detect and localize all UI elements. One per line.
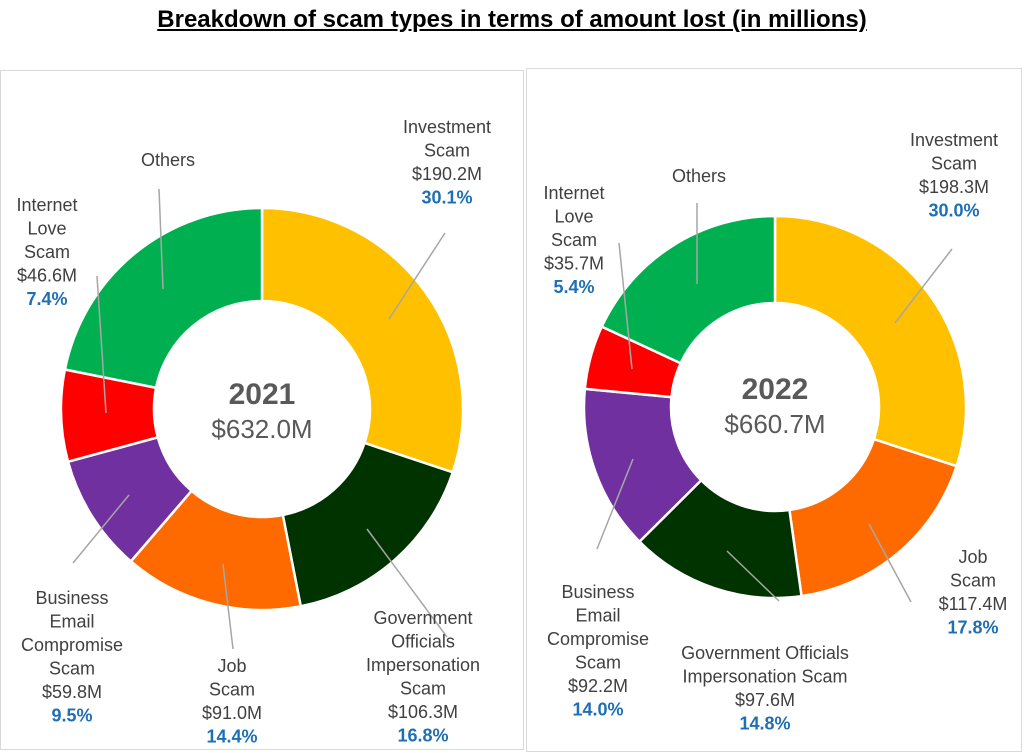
leader-line-job bbox=[222, 563, 234, 650]
donut-slices bbox=[582, 214, 968, 600]
label-name-line: Email bbox=[575, 606, 620, 626]
center-year: 2022 bbox=[742, 373, 809, 406]
leader-line-government bbox=[726, 550, 780, 602]
label-percent: 17.8% bbox=[947, 618, 998, 638]
label-job: Job Scam $117.4M 17.8% bbox=[939, 547, 1008, 638]
label-name-line: Scam bbox=[931, 154, 977, 174]
label-percent: 7.4% bbox=[26, 289, 67, 309]
label-name-line: Impersonation Scam bbox=[682, 667, 847, 687]
label-love: Internet Love Scam $46.6M 7.4% bbox=[16, 195, 77, 309]
label-amount: $59.8M bbox=[42, 682, 102, 702]
label-name-line: Love bbox=[554, 207, 593, 227]
center-year: 2021 bbox=[229, 378, 296, 411]
center-total: $660.7M bbox=[724, 409, 825, 439]
donut-chart-2021: 2021$632.0M Investment Scam $190.2M 30.1% Gov… bbox=[16, 117, 491, 747]
leader-line-investment bbox=[388, 232, 446, 320]
label-name-line: Scam bbox=[424, 141, 470, 161]
label-name-line: Government Officials bbox=[681, 643, 849, 663]
donut-chart-2022: 2022$660.7M Investment Scam $198.3M 30.0% Job… bbox=[543, 130, 1008, 734]
leader-line-government bbox=[366, 528, 448, 638]
label-amount: $198.3M bbox=[919, 177, 989, 197]
label-percent: 9.5% bbox=[51, 706, 92, 726]
label-percent: 14.8% bbox=[739, 714, 790, 734]
label-amount: $97.6M bbox=[735, 690, 795, 710]
label-name-line: Scam bbox=[209, 680, 255, 700]
leader-line-others bbox=[158, 188, 164, 290]
leader-line-love bbox=[96, 275, 107, 414]
page-title: Breakdown of scam types in terms of amou… bbox=[157, 6, 867, 33]
label-business: Business Email Compromise Scam $92.2M 14.0% bbox=[547, 582, 649, 720]
slice-others bbox=[63, 206, 264, 390]
slice-investment bbox=[260, 206, 465, 474]
leader-line-investment bbox=[894, 248, 953, 324]
leader-line-business bbox=[596, 458, 634, 550]
label-name-line: Love bbox=[27, 219, 66, 239]
slice-government bbox=[281, 441, 455, 608]
label-name-line: Business bbox=[35, 588, 108, 608]
label-name-line: Scam bbox=[950, 571, 996, 591]
label-others: Others bbox=[672, 166, 726, 186]
label-name-line: Job bbox=[958, 547, 987, 567]
label-investment: Investment Scam $190.2M 30.1% bbox=[403, 117, 491, 208]
label-name-line: Compromise bbox=[547, 629, 649, 649]
label-name-line: Scam bbox=[551, 230, 597, 250]
label-investment: Investment Scam $198.3M 30.0% bbox=[910, 130, 998, 221]
label-amount: $91.0M bbox=[202, 703, 262, 723]
slice-investment bbox=[773, 214, 968, 468]
label-name-line: Investment bbox=[403, 117, 491, 137]
label-name-line: Scam bbox=[24, 242, 70, 262]
leader-line-job bbox=[868, 523, 912, 603]
label-name-line: Impersonation bbox=[366, 655, 480, 675]
label-amount: $117.4M bbox=[939, 594, 1008, 614]
label-job: Job Scam $91.0M 14.4% bbox=[202, 656, 262, 747]
label-amount: $190.2M bbox=[412, 164, 482, 184]
label-name-line: Others bbox=[672, 166, 726, 186]
label-name-line: Scam bbox=[49, 659, 95, 679]
label-name-line: Government bbox=[373, 608, 472, 628]
chart-panel-2021: 2021 $632.0M Investment Scam $190.2M 30.1% Gov… bbox=[0, 70, 524, 750]
label-percent: 30.0% bbox=[928, 201, 979, 221]
slice-others bbox=[600, 214, 777, 365]
label-name-line: Email bbox=[49, 612, 94, 632]
label-name-line: Investment bbox=[910, 130, 998, 150]
label-name-line: Compromise bbox=[21, 635, 123, 655]
label-percent: 5.4% bbox=[553, 277, 594, 297]
label-name-line: Internet bbox=[16, 195, 77, 215]
label-government: Government Officials Impersonation Scam $9… bbox=[681, 643, 849, 734]
label-name-line: Internet bbox=[543, 183, 604, 203]
donut-slices bbox=[59, 206, 465, 612]
label-percent: 30.1% bbox=[421, 188, 472, 208]
label-name-line: Others bbox=[141, 150, 195, 170]
label-others: Others bbox=[141, 150, 195, 170]
slice-job bbox=[788, 437, 959, 598]
label-percent: 14.0% bbox=[572, 700, 623, 720]
label-percent: 16.8% bbox=[397, 726, 448, 746]
label-amount: $35.7M bbox=[544, 254, 604, 274]
label-government: Government Officials Impersonation Scam $106… bbox=[366, 608, 480, 746]
label-business: Business Email Compromise Scam $59.8M 9.5% bbox=[21, 588, 123, 726]
label-percent: 14.4% bbox=[206, 727, 257, 747]
label-name-line: Scam bbox=[575, 653, 621, 673]
label-name-line: Business bbox=[561, 582, 634, 602]
leader-line-love bbox=[618, 242, 633, 370]
label-name-line: Officials bbox=[391, 632, 455, 652]
label-love: Internet Love Scam $35.7M 5.4% bbox=[543, 183, 604, 297]
label-amount: $92.2M bbox=[568, 676, 628, 696]
label-name-line: Job bbox=[217, 656, 246, 676]
center-total: $632.0M bbox=[211, 414, 312, 444]
label-amount: $106.3M bbox=[388, 702, 458, 722]
chart-panel-2022: 2022 $660.7M Investment Scam $198.3M 30.0% Job… bbox=[526, 68, 1022, 752]
label-amount: $46.6M bbox=[17, 266, 77, 286]
label-name-line: Scam bbox=[400, 679, 446, 699]
leader-line-business bbox=[72, 494, 130, 564]
